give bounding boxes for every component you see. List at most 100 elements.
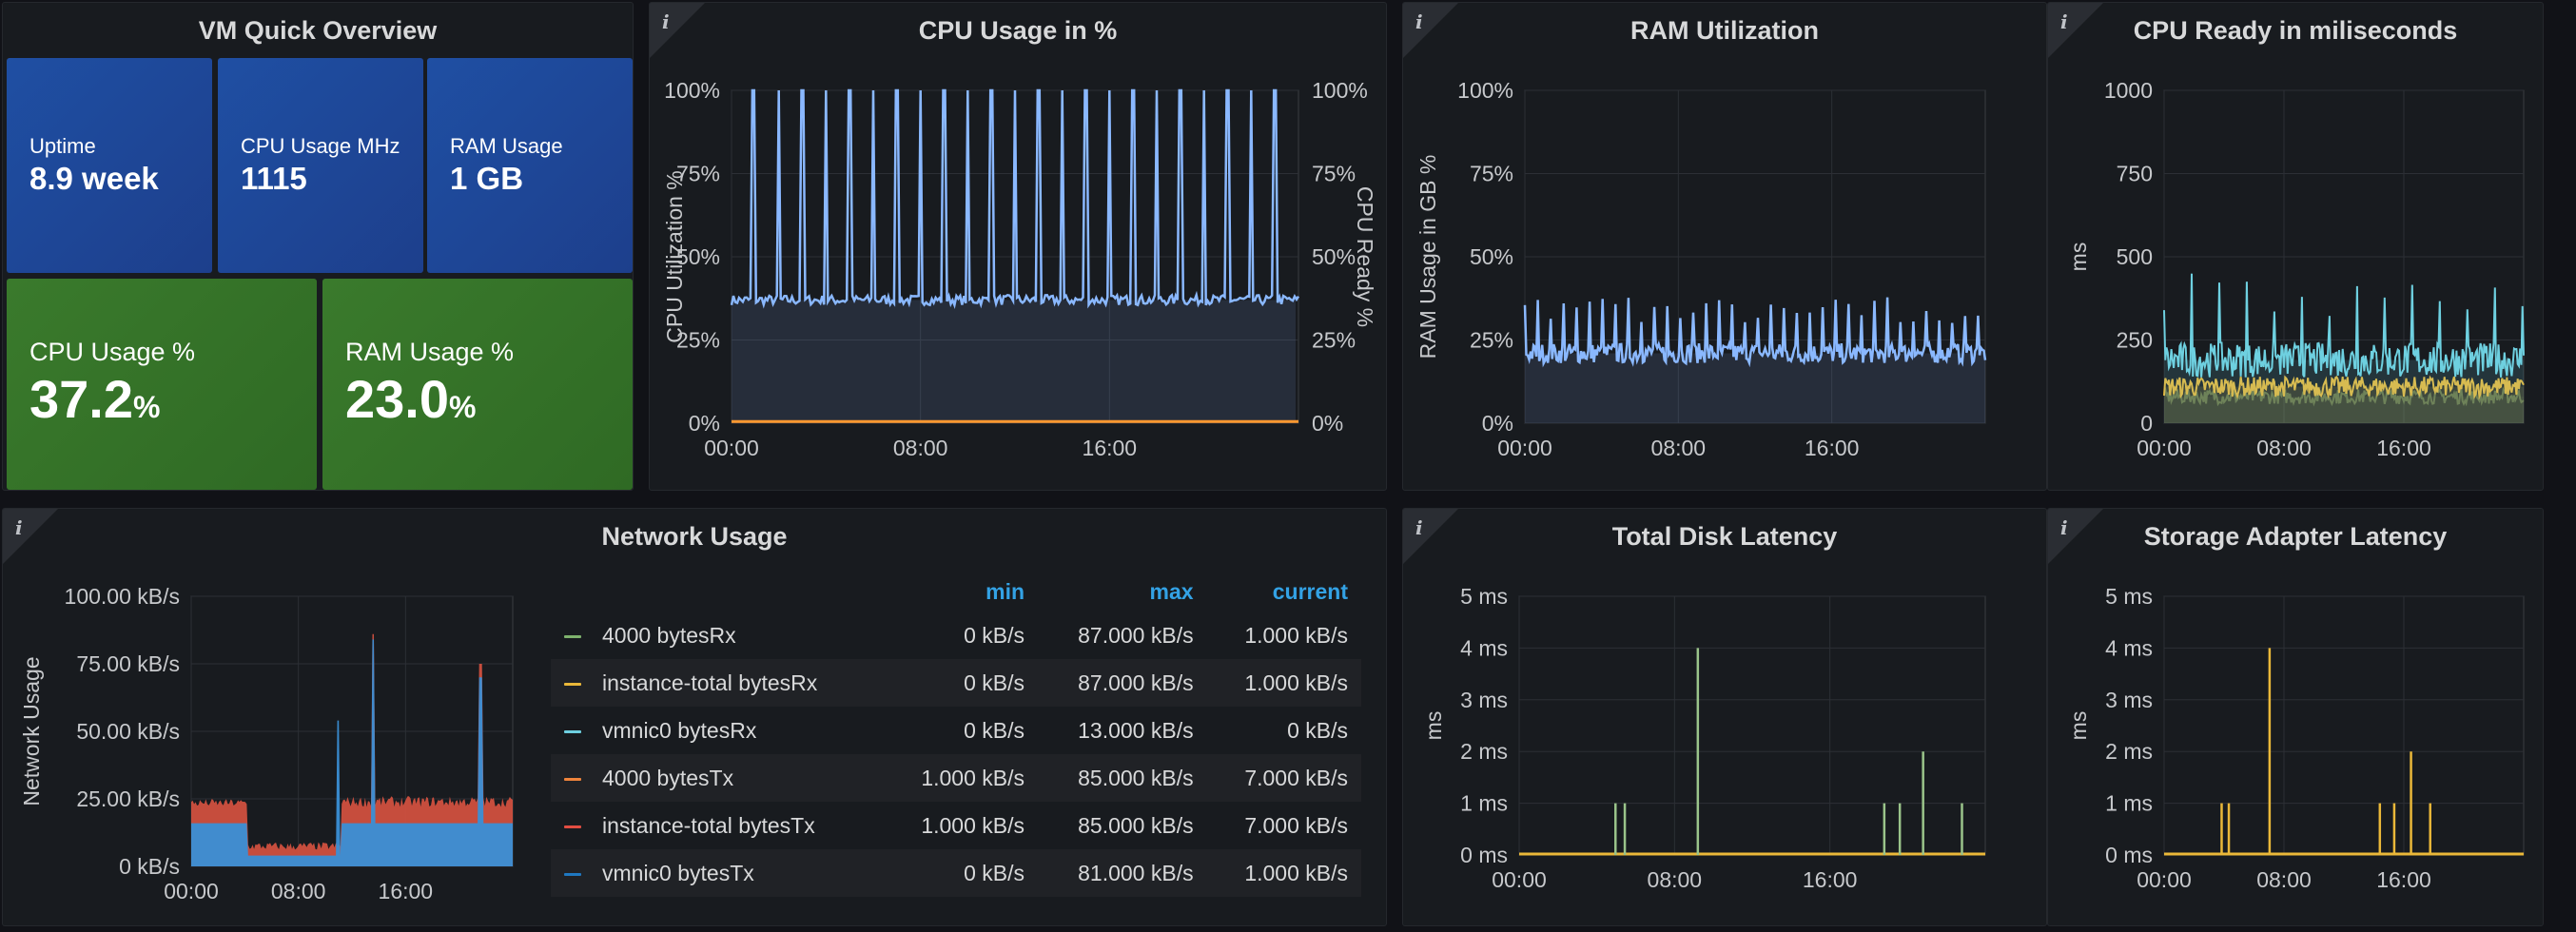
total-disk-latency-panel[interactable]: i Total Disk Latency 0 ms 1 ms 2 ms 3 ms 4 m… — [1402, 508, 2047, 926]
info-icon[interactable]: i — [15, 516, 23, 539]
x-tick-label: 00:00 — [2137, 436, 2192, 460]
x-tick-label: 16:00 — [2376, 436, 2431, 460]
y-tick-label: 100.00 kB/s — [65, 584, 180, 609]
legend-min: 0 kB/s — [883, 849, 1039, 897]
cpu-usage-chart[interactable]: 0% 25% 50% 75% 100% 00:00 08:00 16:00 CPU Utiliz… — [650, 3, 1387, 491]
network-usage-chart[interactable]: 0 kB/s 25.00 kB/s 50.00 kB/s 75.00 kB/s 100.… — [3, 509, 536, 926]
y-tick-label: 3 ms — [1460, 688, 1508, 712]
y-axis-label: ms — [2066, 243, 2091, 272]
cpu-ready-panel[interactable]: i CPU Ready in miliseconds 0 250 500 750 100… — [2047, 2, 2544, 491]
legend-current: 0 kB/s — [1287, 717, 1348, 743]
y-tick-label: 50.00 kB/s — [76, 719, 180, 744]
panel-title: RAM Utilization — [1630, 16, 1819, 45]
x-tick-label: 08:00 — [1651, 436, 1707, 460]
y-tick-label: 4 ms — [2105, 635, 2153, 660]
cpu-usage-percent-stat[interactable]: CPU Usage % 37.2% — [7, 279, 317, 490]
info-icon[interactable]: i — [1415, 516, 1423, 539]
series-swatch-icon — [564, 634, 581, 638]
legend-row[interactable]: instance-total bytesRx 0 kB/s 87.000 kB/s 1… — [551, 659, 1361, 707]
legend-row[interactable]: vmnic0 bytesRx 0 kB/s 13.000 kB/s 0 kB/s — [551, 707, 1361, 754]
y-tick-label: 500 — [2117, 244, 2153, 269]
legend-min: 0 kB/s — [964, 717, 1025, 743]
series-swatch-icon — [564, 777, 581, 781]
vm-quick-overview-panel: VM Quick Overview Uptime 8.9 week CPU Us… — [2, 2, 634, 491]
x-tick-label: 08:00 — [1648, 867, 1703, 892]
stat-value: 8.9 week — [29, 161, 159, 196]
legend-series[interactable]: instance-total bytesRx — [551, 659, 884, 707]
network-legend: min max current 4000 bytesRx 0 kB/s 87.000… — [551, 572, 1361, 897]
info-corner — [1403, 3, 1458, 58]
ram-utilization-chart[interactable]: 0% 25% 50% 75% 100% 00:00 08:00 16:00 RAM Usage … — [1403, 3, 2047, 491]
series-area — [2164, 386, 2524, 423]
legend-series[interactable]: vmnic0 bytesTx — [551, 849, 884, 897]
legend-current: 1.000 kB/s — [1244, 622, 1348, 648]
y-tick-label: 1 ms — [1460, 791, 1508, 816]
disk-latency-chart[interactable]: 0 ms 1 ms 2 ms 3 ms 4 ms 5 ms 00:00 08:00 16:00 m… — [1403, 509, 2047, 926]
cpu-usage-panel[interactable]: i CPU Usage in % 0% 25% 50% 75% 100% 00:00 08:… — [649, 2, 1387, 491]
y2-tick-label: 25% — [1312, 328, 1356, 353]
legend-header-min[interactable]: min — [986, 578, 1025, 604]
y-tick-label: 50% — [1470, 244, 1513, 269]
storage-adapter-latency-panel[interactable]: i Storage Adapter Latency 0 ms 1 ms 2 ms 3 … — [2047, 508, 2544, 926]
x-tick-label: 16:00 — [1803, 867, 1858, 892]
legend-series-name: instance-total bytesTx — [602, 812, 815, 838]
legend-row[interactable]: vmnic0 bytesTx 0 kB/s 81.000 kB/s 1.000 kB/… — [551, 849, 1361, 897]
series-swatch-icon — [564, 682, 581, 686]
y-axis-label: Network Usage — [19, 656, 44, 806]
legend-series[interactable]: 4000 bytesTx — [551, 754, 884, 802]
y-tick-label: 75% — [676, 162, 720, 186]
series-area — [2164, 359, 2524, 423]
x-tick-label: 16:00 — [2376, 867, 2431, 892]
info-corner — [3, 509, 58, 564]
series-swatch-icon — [564, 825, 581, 828]
legend-series[interactable]: vmnic0 bytesRx — [551, 707, 884, 754]
y-tick-label: 100% — [664, 78, 720, 103]
info-icon[interactable]: i — [662, 10, 670, 33]
uptime-stat[interactable]: Uptime 8.9 week — [7, 58, 212, 273]
info-icon[interactable]: i — [2060, 10, 2068, 33]
y-tick-label: 0 kB/s — [119, 854, 180, 879]
stat-label: Uptime — [29, 134, 96, 158]
info-corner — [2048, 3, 2103, 58]
legend-max: 13.000 kB/s — [1078, 717, 1194, 743]
legend-series[interactable]: instance-total bytesTx — [551, 802, 884, 849]
legend-table: min max current 4000 bytesRx 0 kB/s 87.000… — [551, 572, 1361, 897]
ram-utilization-panel[interactable]: i RAM Utilization 0% 25% 50% 75% 100% 00:00 08… — [1402, 2, 2047, 491]
y-tick-label: 250 — [2117, 328, 2153, 353]
cpu-ready-chart[interactable]: 0 250 500 750 1000 00:00 08:00 16:00 ms — [2048, 3, 2544, 491]
legend-series[interactable]: 4000 bytesRx — [551, 612, 884, 659]
stat-unit: % — [449, 390, 477, 424]
stat-number: 37.2 — [29, 369, 133, 429]
network-usage-panel[interactable]: i Network Usage 0 kB/s 25.00 kB/s 50.00 kB… — [2, 508, 1387, 926]
y-axis-label: CPU Utilization % — [662, 170, 687, 343]
legend-series-name: vmnic0 bytesTx — [602, 860, 754, 885]
cpu-ready-series-2 — [2163, 375, 2525, 400]
legend-header-max[interactable]: max — [1149, 578, 1194, 604]
legend-min: 0 kB/s — [964, 622, 1025, 648]
ram-usage-percent-stat[interactable]: RAM Usage % 23.0% — [322, 279, 633, 490]
info-icon[interactable]: i — [1415, 10, 1423, 33]
y2-tick-label: 75% — [1312, 162, 1356, 186]
legend-header-name — [551, 572, 884, 612]
plot-frame — [1518, 595, 1986, 856]
x-tick-label: 16:00 — [1805, 436, 1860, 460]
info-icon[interactable]: i — [2060, 516, 2068, 539]
legend-max: 85.000 kB/s — [1038, 754, 1207, 802]
y-tick-label: 5 ms — [1460, 584, 1508, 609]
ram-usage-stat[interactable]: RAM Usage 1 GB — [427, 58, 633, 273]
storage-latency-chart[interactable]: 0 ms 1 ms 2 ms 3 ms 4 ms 5 ms 00:00 08:00 16:00 m… — [2048, 509, 2544, 926]
legend-header-current[interactable]: current — [1272, 578, 1348, 604]
x-tick-label: 08:00 — [271, 879, 326, 903]
x-tick-label: 08:00 — [2256, 436, 2312, 460]
legend-row[interactable]: 4000 bytesTx 1.000 kB/s 85.000 kB/s 7.000 k… — [551, 754, 1361, 802]
y-tick-label: 50% — [676, 244, 720, 269]
y2-tick-label: 100% — [1312, 78, 1368, 103]
legend-row[interactable]: 4000 bytesRx 0 kB/s 87.000 kB/s 1.000 kB/s — [551, 612, 1361, 659]
legend-min: 1.000 kB/s — [883, 754, 1039, 802]
cpu-mhz-stat[interactable]: CPU Usage MHz 1115 — [218, 58, 423, 273]
legend-max: 87.000 kB/s — [1078, 622, 1194, 648]
stat-value: 23.0% — [345, 368, 476, 430]
legend-max: 85.000 kB/s — [1078, 812, 1194, 838]
y-tick-label: 75% — [1470, 162, 1513, 186]
legend-row[interactable]: instance-total bytesTx 1.000 kB/s 85.000 k… — [551, 802, 1361, 849]
